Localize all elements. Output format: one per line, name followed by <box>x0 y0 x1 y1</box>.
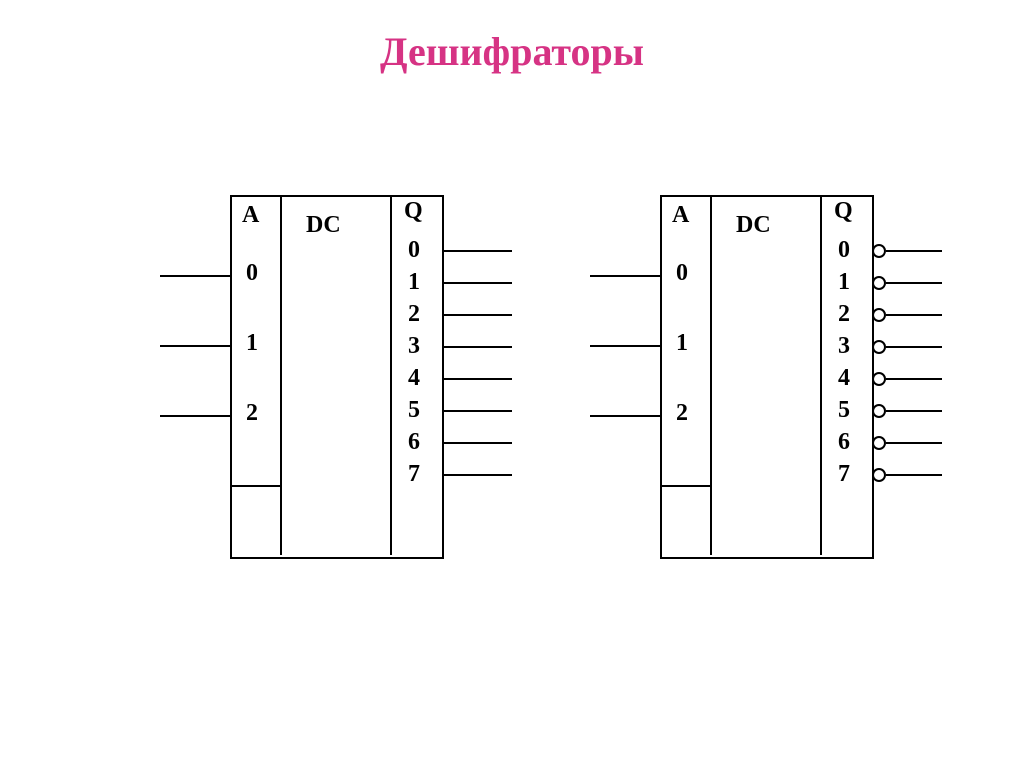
label-DC: DC <box>306 213 341 237</box>
input-wire <box>590 345 660 347</box>
output-wire <box>886 346 942 348</box>
label-Q: Q <box>834 199 853 223</box>
label-A: A <box>672 203 689 227</box>
output-label: 5 <box>838 398 850 422</box>
dec-right: A DC Q 0 1 2 0 1 2 3 4 5 6 7 <box>590 195 940 555</box>
output-wire <box>886 282 942 284</box>
input-label: 1 <box>676 331 688 355</box>
input-block-divider <box>230 485 280 487</box>
output-label: 1 <box>838 270 850 294</box>
inversion-bubble <box>872 244 886 258</box>
output-label: 4 <box>408 366 420 390</box>
input-label: 0 <box>246 261 258 285</box>
output-wire <box>886 442 942 444</box>
output-wire <box>442 346 512 348</box>
input-wire <box>160 275 230 277</box>
page-title: Дешифраторы <box>0 0 1024 75</box>
input-label: 0 <box>676 261 688 285</box>
output-label: 3 <box>408 334 420 358</box>
output-label: 4 <box>838 366 850 390</box>
output-label: 5 <box>408 398 420 422</box>
inversion-bubble <box>872 436 886 450</box>
input-wire <box>160 415 230 417</box>
input-wire <box>590 415 660 417</box>
dec-left: A DC Q 0 1 2 0 1 2 3 4 5 6 7 <box>160 195 510 555</box>
output-label: 3 <box>838 334 850 358</box>
output-label: 6 <box>408 430 420 454</box>
input-block-divider <box>660 485 710 487</box>
output-wire <box>442 378 512 380</box>
output-label: 2 <box>838 302 850 326</box>
output-wire <box>442 410 512 412</box>
column-divider <box>390 195 392 555</box>
output-wire <box>442 442 512 444</box>
inversion-bubble <box>872 276 886 290</box>
label-A: A <box>242 203 259 227</box>
column-divider <box>710 195 712 555</box>
output-wire <box>886 378 942 380</box>
input-label: 2 <box>676 401 688 425</box>
output-label: 2 <box>408 302 420 326</box>
output-wire <box>886 474 942 476</box>
inversion-bubble <box>872 404 886 418</box>
inversion-bubble <box>872 468 886 482</box>
output-label: 7 <box>408 462 420 486</box>
output-label: 0 <box>838 238 850 262</box>
output-label: 6 <box>838 430 850 454</box>
output-label: 0 <box>408 238 420 262</box>
output-wire <box>886 410 942 412</box>
column-divider <box>820 195 822 555</box>
column-divider <box>280 195 282 555</box>
inversion-bubble <box>872 372 886 386</box>
label-Q: Q <box>404 199 423 223</box>
output-wire <box>886 314 942 316</box>
diagram-stage: A DC Q 0 1 2 0 1 2 3 4 5 6 7 A DC Q 0 1 2 0 1 2 3 4 5 6 7 <box>0 75 1024 775</box>
output-label: 7 <box>838 462 850 486</box>
input-wire <box>590 275 660 277</box>
output-wire <box>442 474 512 476</box>
output-wire <box>442 282 512 284</box>
inversion-bubble <box>872 340 886 354</box>
output-wire <box>442 250 512 252</box>
output-wire <box>442 314 512 316</box>
inversion-bubble <box>872 308 886 322</box>
input-label: 1 <box>246 331 258 355</box>
label-DC: DC <box>736 213 771 237</box>
input-wire <box>160 345 230 347</box>
input-label: 2 <box>246 401 258 425</box>
output-wire <box>886 250 942 252</box>
output-label: 1 <box>408 270 420 294</box>
